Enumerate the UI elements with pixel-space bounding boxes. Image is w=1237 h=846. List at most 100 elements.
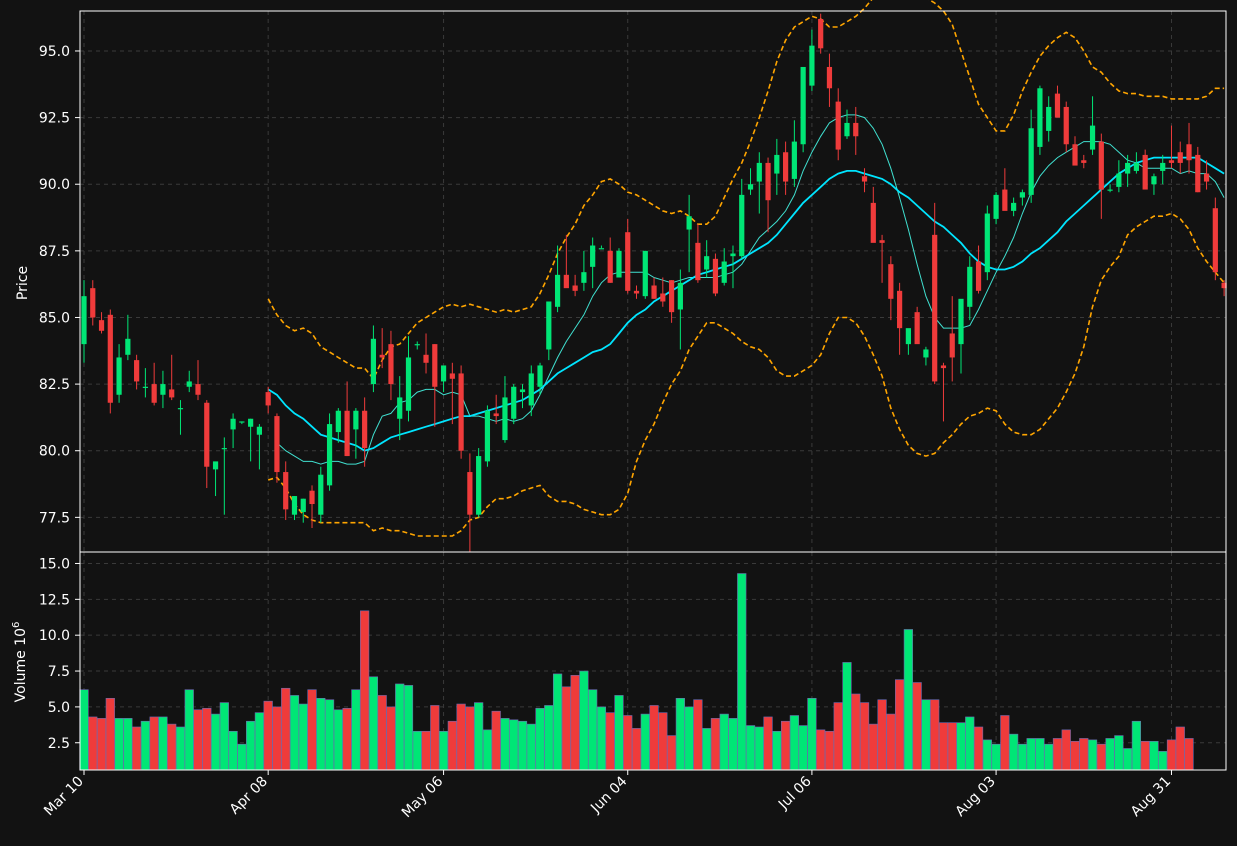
volume-bar — [1009, 733, 1019, 771]
volume-tick-label: 10.0 — [39, 628, 70, 644]
candle-body — [432, 344, 438, 387]
volume-bar — [552, 673, 563, 771]
volume-bar — [298, 703, 308, 771]
candle-body — [116, 357, 122, 395]
volume-bar — [132, 726, 142, 771]
volume-bar — [816, 729, 826, 771]
candle-body — [695, 242, 701, 281]
volume-bar — [1035, 738, 1045, 771]
volume-bar — [517, 720, 528, 771]
volume-bar — [193, 709, 203, 771]
volume-bar — [535, 708, 545, 771]
price-tick-label: 80.0 — [39, 444, 70, 460]
candle-body — [458, 373, 464, 451]
volume-bar — [921, 699, 931, 771]
candle-body — [616, 250, 622, 278]
volume-tick-label: 12.5 — [39, 592, 70, 608]
candle-body — [169, 389, 175, 398]
volume-bar — [649, 705, 659, 771]
volume-bar — [1158, 751, 1168, 771]
candle-body — [379, 354, 385, 358]
candle-body — [800, 66, 806, 145]
date-tick-label: Apr 08 — [227, 774, 271, 818]
volume-tick-label: 5.0 — [48, 700, 70, 716]
volume-bar — [780, 720, 791, 771]
candle-body — [449, 373, 455, 379]
volume-bar — [342, 708, 352, 771]
date-tick-label: Jul 06 — [775, 773, 815, 813]
candle-body — [1037, 88, 1043, 147]
candle-body — [1011, 202, 1017, 211]
price-tick-label: 87.5 — [39, 244, 70, 260]
price-tick-label: 82.5 — [39, 377, 70, 393]
volume-bar — [675, 697, 685, 771]
candle-body — [651, 285, 657, 299]
candle-body — [265, 392, 271, 406]
volume-bar — [316, 697, 326, 771]
candle-body — [511, 386, 517, 419]
volume-bar — [1026, 738, 1036, 771]
volume-bar — [184, 689, 194, 771]
volume-bar — [368, 676, 379, 771]
candle-body — [370, 338, 377, 385]
volume-bar — [596, 706, 607, 771]
candle-body — [204, 402, 210, 467]
volume-bar — [745, 725, 756, 771]
price-tick-label: 90.0 — [39, 177, 70, 193]
volume-bar — [544, 705, 554, 771]
volume-tick-label: 7.5 — [48, 664, 70, 680]
candle-body — [1186, 144, 1192, 161]
volume-bar — [228, 730, 238, 771]
candle-body — [484, 410, 491, 462]
candle-body — [686, 216, 692, 230]
volume-bar — [1087, 739, 1098, 771]
candle-body — [554, 274, 561, 307]
candle-body — [151, 384, 157, 403]
candle-body — [774, 154, 780, 174]
candle-body — [125, 338, 131, 355]
volume-bar — [710, 718, 721, 771]
candle-body — [826, 66, 833, 89]
candle-body — [1212, 208, 1218, 273]
candle-body — [1168, 160, 1175, 163]
volume-bar — [912, 682, 922, 771]
volume-bar — [386, 706, 396, 771]
candle-body — [537, 365, 543, 387]
date-tick-label: May 06 — [399, 773, 447, 821]
price-panel-frame — [79, 10, 1227, 553]
candle-body — [756, 162, 762, 182]
price-tick-label: 95.0 — [39, 44, 70, 60]
candle-body — [1107, 189, 1113, 191]
candle-body — [335, 410, 341, 433]
candle-body — [1160, 162, 1166, 171]
volume-bar — [1105, 738, 1115, 771]
candle-body — [476, 456, 482, 515]
volume-bar — [623, 715, 633, 771]
candle-body — [1072, 144, 1078, 166]
volume-bars — [79, 573, 1194, 771]
candle-body — [721, 261, 727, 283]
volume-bar — [447, 720, 457, 771]
candle-body — [248, 418, 254, 427]
volume-bar — [500, 718, 510, 771]
volume-bar — [1000, 715, 1010, 771]
candle-body — [975, 261, 982, 291]
volume-bar — [1096, 743, 1106, 771]
candle-body — [177, 408, 184, 410]
volume-bar — [1175, 726, 1185, 771]
candle-body — [730, 253, 736, 257]
candle-body — [940, 365, 947, 369]
volume-bar — [1079, 738, 1089, 771]
candle-body — [107, 314, 113, 403]
volume-bar — [351, 689, 361, 771]
volume-bar — [88, 716, 98, 771]
grid-layer — [80, 11, 1226, 770]
volume-bar — [824, 730, 835, 771]
volume-bar — [474, 702, 484, 771]
price-tick-label: 77.5 — [39, 510, 70, 526]
volume-bar — [1052, 738, 1063, 771]
volume-bar — [1044, 743, 1054, 771]
candle-body — [1019, 192, 1025, 198]
candle-body — [765, 162, 771, 201]
volume-bar — [579, 670, 589, 771]
